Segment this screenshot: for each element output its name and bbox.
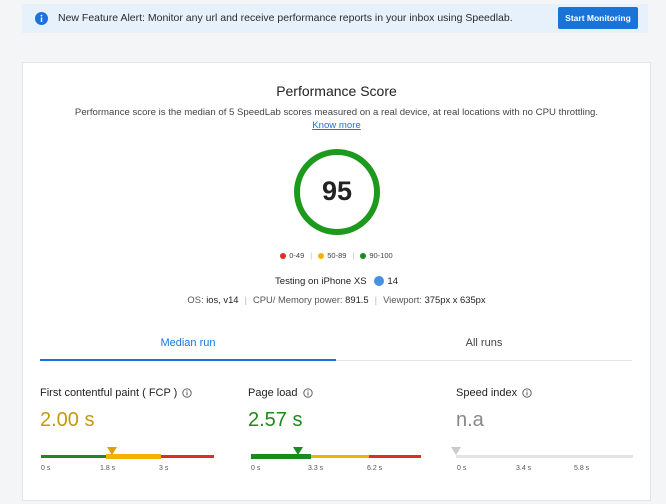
legend-good: 90-100: [369, 251, 393, 260]
bar-poor: [369, 455, 421, 458]
metric-marker: [107, 447, 117, 455]
card-description: Performance score is the median of 5 Spe…: [74, 107, 599, 118]
tick-label: 0 s: [457, 465, 467, 472]
metric-marker: [293, 447, 303, 455]
feature-banner: New Feature Alert: Monitor any url and r…: [22, 4, 648, 33]
spec-label: OS:: [187, 294, 204, 305]
bar-poor: [161, 455, 214, 458]
start-monitoring-button[interactable]: Start Monitoring: [558, 7, 638, 29]
metric-value: n.a: [456, 409, 484, 431]
spec-label: Viewport:: [383, 294, 422, 305]
bar-empty: [456, 455, 633, 458]
spec-value: 891.5: [345, 294, 369, 305]
metric-label: Page load: [248, 387, 313, 399]
spec-value: ios, v14: [206, 294, 239, 305]
metric-label-text: Speed index: [456, 387, 518, 399]
legend-poor: 0-49: [289, 251, 305, 260]
tick-label: 1.8 s: [100, 465, 116, 472]
tick-label: 3.4 s: [516, 465, 532, 472]
tab-active-underline: [40, 359, 336, 361]
metric-label: Speed index: [456, 387, 532, 399]
tick-label: 6.2 s: [367, 465, 383, 472]
bar-good: [251, 454, 311, 459]
spec-label: CPU/ Memory power:: [252, 294, 343, 305]
tab-median-run[interactable]: Median run: [160, 337, 216, 349]
tick-label: 0 s: [41, 465, 51, 472]
tick-label: 3.3 s: [308, 465, 324, 472]
tick-label: 3 s: [159, 465, 169, 472]
bar-average: [311, 455, 369, 458]
score-value: 95: [322, 176, 352, 206]
tick-label: 5.8 s: [574, 465, 590, 472]
card-title: Performance Score: [276, 83, 397, 99]
metric-marker: [451, 447, 461, 455]
legend-average: 50-89: [327, 251, 347, 260]
metric-label-text: Page load: [248, 387, 298, 399]
specs-line: OS: ios, v14 | CPU/ Memory power: 891.5 | Vi…: [187, 294, 486, 305]
score-gauge: 95: [294, 149, 380, 235]
info-icon: [35, 12, 48, 25]
banner-message: New Feature Alert: Monitor any url and r…: [58, 12, 513, 24]
score-legend: 0-49 | 50-89 | 90-100: [23, 251, 650, 260]
metric-label-text: First contentful paint ( FCP ): [40, 387, 178, 399]
score-card: Performance Score Performance score is t…: [22, 62, 651, 501]
tick-label: 0 s: [251, 465, 261, 472]
device-line: Testing on iPhone XS 14: [23, 276, 650, 287]
info-icon: [182, 388, 193, 398]
bar-average: [106, 454, 161, 459]
ios-icon: [374, 276, 385, 287]
metric-value: 2.00 s: [40, 409, 95, 431]
bar-good: [41, 455, 106, 458]
metric-value: 2.57 s: [248, 409, 303, 431]
spec-value: 375px x 635px: [424, 294, 486, 305]
info-icon: [302, 388, 313, 398]
know-more-link[interactable]: Know more: [312, 120, 361, 131]
tab-all-runs[interactable]: All runs: [465, 337, 503, 349]
tab-divider: [40, 360, 632, 361]
info-icon: [522, 388, 532, 398]
metric-label: First contentful paint ( FCP ): [40, 387, 193, 399]
device-version: 14: [387, 276, 399, 287]
device-label: Testing on iPhone XS: [274, 276, 367, 287]
know-more-wrap: Know more: [23, 120, 650, 131]
